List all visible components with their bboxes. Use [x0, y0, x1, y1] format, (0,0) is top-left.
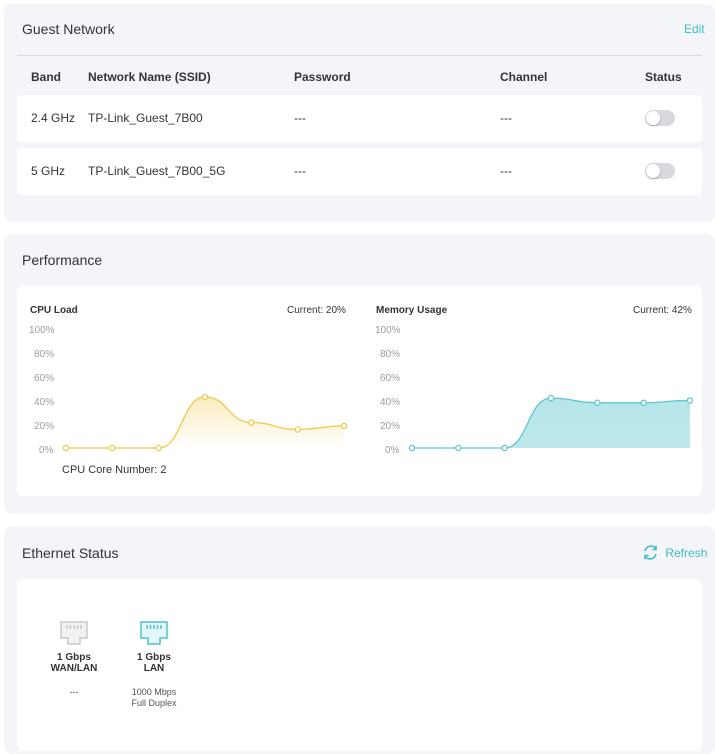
chart-area-fill	[412, 398, 690, 448]
divider	[17, 55, 702, 56]
table-row: 5 GHz TP-Link_Guest_7B00_5G --- ---	[17, 148, 702, 195]
chart-data-point	[340, 422, 348, 430]
ethernet-ports: 1 Gbps WAN/LAN --- 1 Gbps LAN 1000 Mbps …	[17, 579, 702, 751]
y-tick: 80%	[34, 349, 55, 360]
y-tick: 40%	[380, 397, 401, 408]
cpu-load-chart	[62, 393, 348, 452]
y-tick: 20%	[380, 421, 401, 432]
channel-cell: ---	[500, 111, 512, 125]
cpu-load-label: CPU Load	[30, 305, 78, 316]
port-duplex: Full Duplex	[131, 698, 177, 708]
port-detail: ---	[69, 687, 79, 697]
refresh-button[interactable]: Refresh	[642, 545, 707, 562]
toggle-knob	[646, 164, 660, 178]
table-row: 2.4 GHz TP-Link_Guest_7B00 --- ---	[17, 95, 702, 142]
chart-data-point	[594, 399, 601, 407]
table-header: Band Network Name (SSID) Password Channe…	[4, 70, 715, 86]
performance-title: Performance	[22, 252, 103, 268]
chart-data-point	[408, 444, 416, 452]
performance-panel: Performance CPU Load Current: 20% 100% 8…	[4, 234, 715, 514]
port-type: WAN/LAN	[50, 663, 98, 674]
memory-current-value: Current: 42%	[633, 305, 692, 316]
y-tick: 20%	[34, 421, 55, 432]
ethernet-status-panel: Ethernet Status Refresh 1 Gbps WAN/LAN -…	[4, 526, 715, 754]
ethernet-status-title: Ethernet Status	[22, 545, 119, 561]
chart-data-point	[455, 444, 462, 452]
refresh-icon	[644, 545, 657, 560]
chart-data-point	[248, 419, 255, 426]
cpu-core-number: CPU Core Number: 2	[62, 464, 167, 476]
chart-data-point	[501, 444, 508, 452]
performance-charts: CPU Load Current: 20% 100% 80% 60% 40% 2…	[17, 286, 702, 496]
ssid-cell: TP-Link_Guest_7B00_5G	[88, 164, 226, 178]
guest-network-panel: Guest Network Edit Band Network Name (SS…	[4, 4, 715, 222]
column-header-password: Password	[294, 70, 351, 84]
memory-usage-chart	[408, 394, 694, 452]
chart-data-point	[155, 444, 162, 452]
port-type: LAN	[143, 663, 165, 674]
chart-data-point	[640, 399, 647, 407]
port-lan[interactable]: 1 Gbps LAN 1000 Mbps Full Duplex	[114, 621, 194, 709]
cpu-current-value: Current: 20%	[287, 305, 346, 316]
chart-area-fill	[66, 396, 344, 448]
y-tick: 0%	[39, 445, 54, 456]
y-tick: 80%	[380, 349, 401, 360]
band-cell: 2.4 GHz	[31, 111, 76, 125]
y-tick: 100%	[29, 325, 55, 336]
port-wan-lan[interactable]: 1 Gbps WAN/LAN ---	[34, 621, 114, 698]
refresh-label: Refresh	[665, 545, 708, 560]
guest-network-title: Guest Network	[22, 21, 115, 37]
port-speed: 1 Gbps	[57, 652, 91, 663]
column-header-channel: Channel	[500, 70, 548, 84]
chart-data-point	[109, 444, 116, 452]
toggle-knob	[646, 111, 660, 125]
ssid-cell: TP-Link_Guest_7B00	[88, 111, 203, 125]
ethernet-port-icon	[140, 621, 168, 645]
status-toggle-5ghz[interactable]	[645, 163, 675, 179]
chart-data-point	[201, 393, 209, 401]
y-tick: 60%	[34, 373, 55, 384]
y-tick: 100%	[375, 325, 401, 336]
y-tick: 0%	[385, 445, 400, 456]
column-header-status: Status	[645, 70, 682, 84]
channel-cell: ---	[500, 164, 512, 178]
status-toggle-24ghz[interactable]	[645, 110, 675, 126]
chart-data-point	[62, 444, 70, 452]
y-tick: 60%	[380, 373, 401, 384]
column-header-band: Band	[31, 70, 61, 84]
chart-data-point	[547, 394, 555, 402]
password-cell: ---	[294, 164, 306, 178]
y-tick: 40%	[34, 397, 55, 408]
memory-usage-label: Memory Usage	[376, 305, 448, 316]
edit-link[interactable]: Edit	[684, 22, 705, 36]
band-cell: 5 GHz	[31, 164, 66, 178]
column-header-ssid: Network Name (SSID)	[88, 70, 211, 84]
password-cell: ---	[294, 111, 306, 125]
chart-data-point	[294, 426, 301, 433]
ethernet-port-icon	[60, 621, 88, 645]
port-detail: 1000 Mbps	[131, 687, 177, 697]
chart-data-point	[686, 397, 694, 404]
port-speed: 1 Gbps	[137, 652, 171, 663]
